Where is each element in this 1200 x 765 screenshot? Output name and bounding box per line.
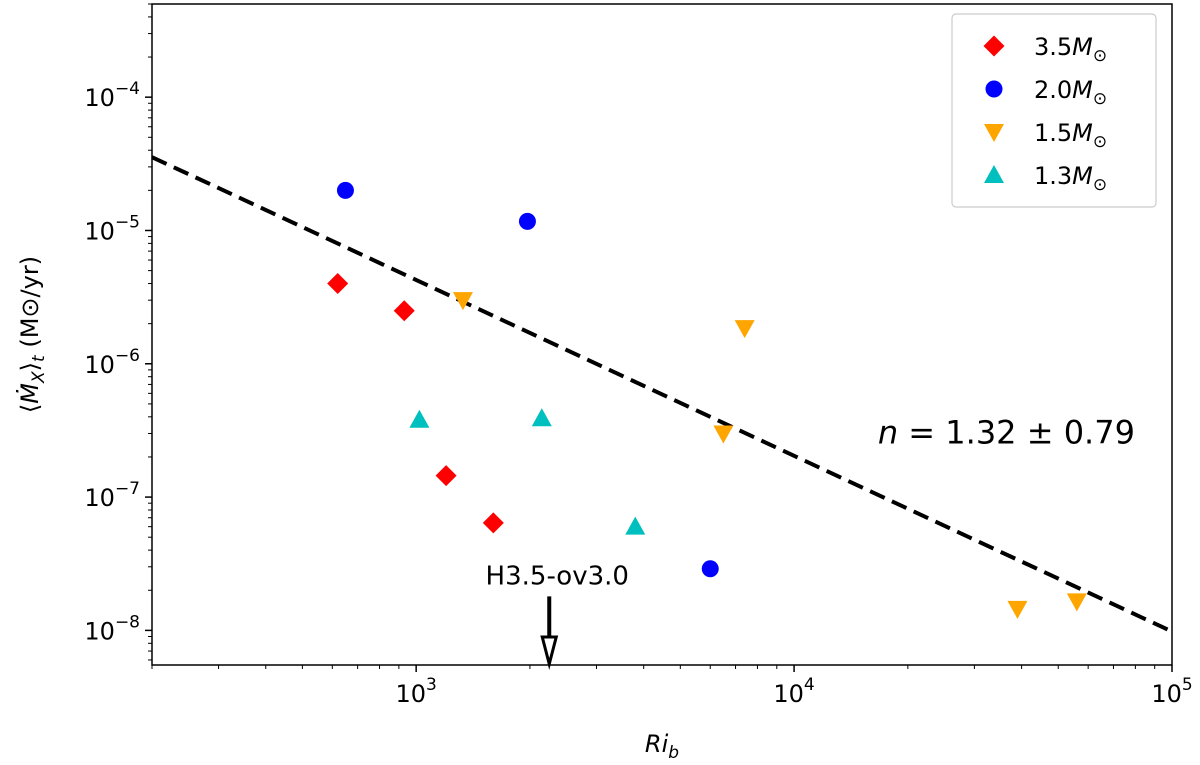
data-points bbox=[327, 181, 1087, 619]
legend-entry: 2.0M⊙ bbox=[985, 76, 1107, 109]
data-point-diamond bbox=[393, 300, 415, 322]
legend-label: 1.3M⊙ bbox=[1034, 162, 1107, 195]
y-tick-label: 10−5 bbox=[84, 212, 140, 245]
fit-annotation-text: = 1.32 ± 0.79 bbox=[898, 413, 1135, 451]
legend-label: 1.5M⊙ bbox=[1034, 119, 1107, 152]
legend: 3.5M⊙ 2.0M⊙ 1.5M⊙ 1.3M⊙ bbox=[951, 13, 1157, 208]
arrow-annotation-label: H3.5-ov3.0 bbox=[486, 561, 629, 591]
arrow-annotation: H3.5-ov3.0 bbox=[486, 561, 629, 670]
data-point-triangle-down bbox=[452, 292, 473, 311]
data-point-circle bbox=[518, 212, 536, 230]
data-point-circle bbox=[701, 560, 719, 578]
y-tick-label: 10−6 bbox=[84, 346, 140, 379]
x-tick-label: 105 bbox=[1151, 675, 1192, 708]
legend-label: 3.5M⊙ bbox=[1034, 33, 1107, 66]
fit-line bbox=[151, 155, 1173, 634]
y-tick-label: 10−8 bbox=[84, 612, 140, 645]
legend-marker-triangle-down bbox=[984, 124, 1004, 142]
legend-entry: 1.3M⊙ bbox=[984, 162, 1107, 195]
legend-entry: 3.5M⊙ bbox=[983, 33, 1107, 66]
legend-marker-triangle-up bbox=[984, 165, 1004, 183]
x-tick-label: 103 bbox=[395, 675, 436, 708]
legend-entry: 1.5M⊙ bbox=[984, 119, 1107, 152]
data-point-diamond bbox=[482, 512, 504, 534]
legend-marker-circle bbox=[985, 80, 1003, 98]
data-point-triangle-down bbox=[1066, 593, 1087, 612]
legend-box bbox=[951, 13, 1157, 208]
x-tick-label: 104 bbox=[773, 675, 814, 708]
legend-label: 2.0M⊙ bbox=[1034, 76, 1107, 109]
data-point-diamond bbox=[435, 465, 457, 487]
y-tick-label: 10−7 bbox=[84, 479, 140, 512]
y-tick-label: 10−4 bbox=[84, 79, 140, 112]
fit-line-group bbox=[151, 155, 1173, 634]
data-point-diamond bbox=[327, 273, 349, 295]
plot-frame bbox=[151, 3, 1173, 666]
data-point-triangle-up bbox=[625, 516, 646, 535]
legend-marker-diamond bbox=[983, 35, 1005, 57]
data-point-triangle-up bbox=[531, 408, 552, 427]
axis-ticks: 103 104 105 10−8 10−7 10−6 10−5 10−4 bbox=[84, 3, 1193, 708]
data-point-triangle-down bbox=[713, 425, 734, 444]
data-point-circle bbox=[336, 181, 354, 199]
data-point-triangle-down bbox=[1007, 600, 1028, 619]
x-axis-label: Rib bbox=[645, 730, 679, 763]
fit-annotation: n = 1.32 ± 0.79 bbox=[878, 413, 1135, 451]
data-point-triangle-up bbox=[409, 409, 430, 428]
data-point-triangle-down bbox=[734, 320, 755, 339]
y-axis-label: ⟨ṀX⟩t (M⊙/yr) bbox=[15, 256, 49, 413]
arrow-head bbox=[540, 635, 559, 670]
fit-annotation-n: n bbox=[878, 413, 898, 451]
